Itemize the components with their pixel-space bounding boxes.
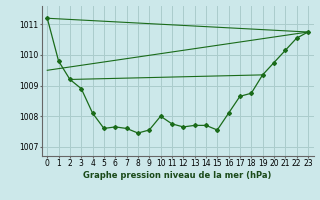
X-axis label: Graphe pression niveau de la mer (hPa): Graphe pression niveau de la mer (hPa) xyxy=(84,171,272,180)
